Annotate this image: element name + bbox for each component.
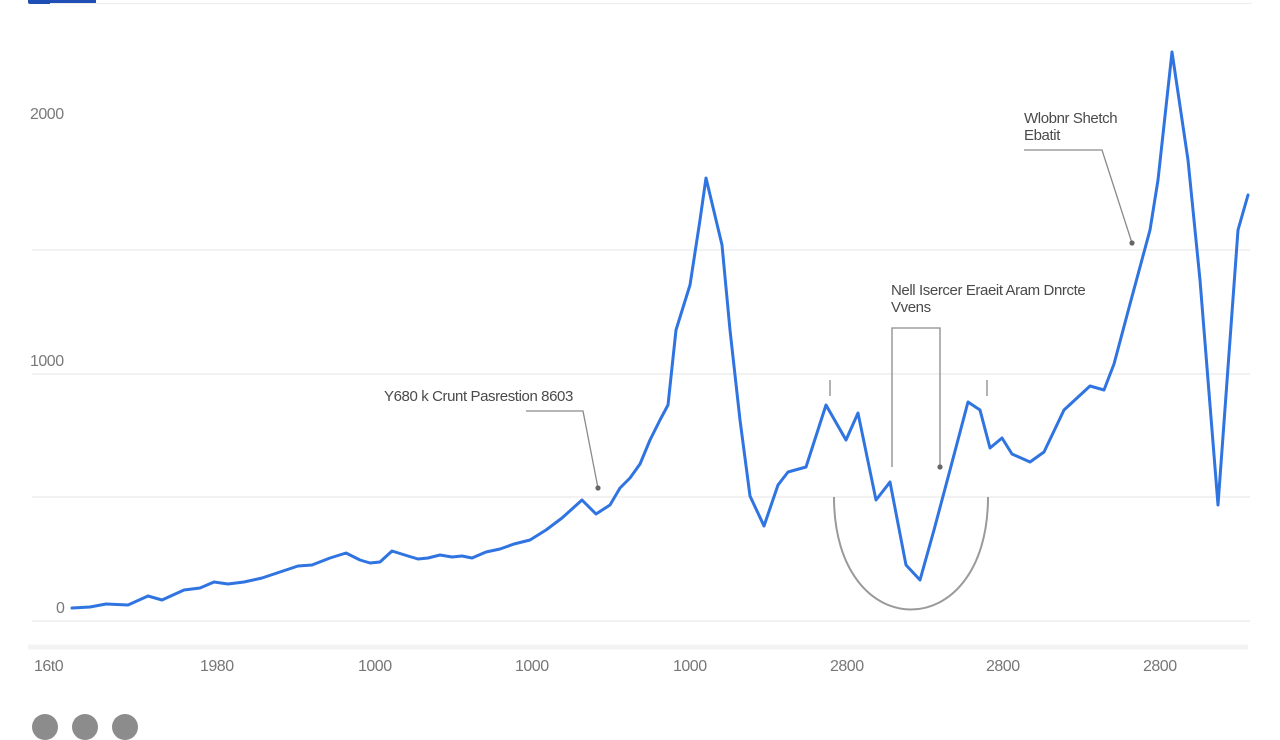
x-tick-label: 2800 [986, 658, 1020, 675]
y-tick-label: 0 [56, 600, 65, 617]
y-tick-label: 2000 [30, 106, 64, 123]
annotation-label: Y680 k Crunt Pasrestion 8603 [384, 388, 573, 405]
line-chart [28, 50, 1250, 650]
page-dot[interactable] [72, 714, 98, 740]
x-tick-label: 2800 [1143, 658, 1177, 675]
x-tick-label: 1980 [200, 658, 234, 675]
gridlines [28, 249, 1250, 650]
annotation-label: Wlobnr Shetch Ebatit [1024, 110, 1118, 144]
annotation-leaders [526, 149, 1135, 611]
x-tick-label: 16t0 [34, 658, 64, 675]
page-dot[interactable] [32, 714, 58, 740]
x-tick-label: 1000 [673, 658, 707, 675]
top-divider [50, 3, 1252, 4]
annotation-label: Nell Isercer Eraeit Aram Dnrcte Vvens [891, 282, 1086, 316]
y-tick-label: 1000 [30, 353, 64, 370]
x-tick-label: 1000 [358, 658, 392, 675]
series-line [70, 50, 1250, 610]
x-tick-label: 1000 [515, 658, 549, 675]
page-dot[interactable] [112, 714, 138, 740]
active-tab-indicator[interactable] [28, 0, 96, 4]
x-tick-label: 2800 [830, 658, 864, 675]
